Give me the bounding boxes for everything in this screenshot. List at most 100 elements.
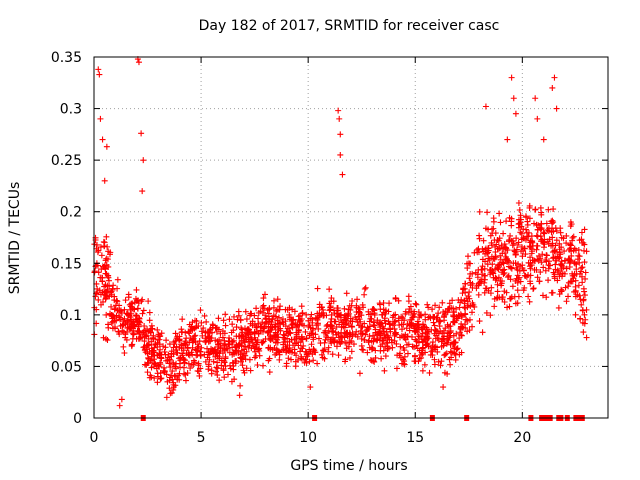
data-point: [438, 343, 445, 350]
data-point: [107, 289, 114, 296]
data-point: [465, 302, 472, 309]
data-point: [205, 349, 212, 356]
data-point: [100, 298, 107, 305]
data-point: [534, 274, 541, 281]
data-point: [266, 306, 273, 313]
data-point: [420, 344, 427, 351]
data-point: [484, 250, 491, 257]
data-point: [320, 348, 327, 355]
data-point: [328, 315, 335, 322]
data-point: [140, 307, 147, 314]
data-point: [169, 368, 176, 375]
data-point: [476, 232, 483, 239]
data-point: [494, 288, 501, 295]
data-point: [581, 311, 588, 318]
data-point: [500, 230, 507, 237]
data-point: [512, 251, 519, 258]
data-point: [555, 304, 562, 311]
data-point: [302, 356, 309, 363]
data-point: [393, 331, 400, 338]
data-point: [499, 259, 506, 266]
data-point: [376, 300, 383, 307]
data-point: [97, 115, 104, 122]
data-point: [259, 304, 266, 311]
data-point: [533, 232, 540, 239]
data-point: [422, 349, 429, 356]
data-point: [543, 220, 550, 227]
data-point: [274, 331, 281, 338]
data-point: [176, 370, 183, 377]
data-point: [125, 291, 132, 298]
data-point: [376, 320, 383, 327]
data-point: [541, 239, 548, 246]
data-point: [156, 350, 163, 357]
data-point: [200, 325, 207, 332]
data-point: [440, 336, 447, 343]
data-point: [344, 313, 351, 320]
data-point: [146, 348, 153, 355]
data-point: [412, 300, 419, 307]
y-tick-label: 0.35: [51, 50, 82, 66]
data-point: [538, 259, 545, 266]
data-point: [352, 314, 359, 321]
data-point: [282, 306, 289, 313]
data-point: [170, 381, 177, 388]
data-point: [337, 151, 344, 158]
data-point: [436, 317, 443, 324]
data-point: [310, 346, 317, 353]
data-point: [514, 300, 521, 307]
y-tick-label: 0.15: [51, 256, 82, 272]
data-point: [323, 333, 330, 340]
data-point: [574, 291, 581, 298]
data-point: [325, 327, 332, 334]
data-point: [403, 341, 410, 348]
data-point: [120, 343, 127, 350]
data-point: [487, 290, 494, 297]
data-point: [318, 304, 325, 311]
data-point: [251, 345, 258, 352]
data-point: [442, 351, 449, 358]
data-point: [148, 345, 155, 352]
data-point: [139, 310, 146, 317]
data-point: [237, 316, 244, 323]
data-point: [178, 326, 185, 333]
data-point: [485, 245, 492, 252]
data-point: [198, 319, 205, 326]
data-point: [194, 347, 201, 354]
data-point: [504, 274, 511, 281]
data-point: [141, 338, 148, 345]
data-point: [494, 294, 501, 301]
data-point: [521, 272, 528, 279]
data-point: [342, 358, 349, 365]
data-point: [315, 335, 322, 342]
data-point: [411, 328, 418, 335]
data-point: [147, 357, 154, 364]
data-point: [327, 306, 334, 313]
data-point: [240, 350, 247, 357]
data-point: [583, 248, 590, 255]
data-point: [498, 278, 505, 285]
data-point: [442, 325, 449, 332]
data-point: [556, 240, 563, 247]
data-point: [497, 219, 504, 226]
data-point: [154, 373, 161, 380]
data-point: [303, 311, 310, 318]
data-point: [320, 347, 327, 354]
data-point: [476, 208, 483, 215]
data-point: [216, 336, 223, 343]
data-point: [520, 226, 527, 233]
x-tick-label: 0: [90, 430, 99, 446]
data-point: [537, 269, 544, 276]
data-point: [536, 278, 543, 285]
data-point: [214, 347, 221, 354]
data-point: [138, 298, 145, 305]
data-point: [295, 342, 302, 349]
data-point: [402, 308, 409, 315]
data-point: [520, 287, 527, 294]
data-point: [370, 332, 377, 339]
data-point: [135, 297, 142, 304]
data-point: [191, 333, 198, 340]
data-point: [168, 372, 175, 379]
data-point: [302, 348, 309, 355]
